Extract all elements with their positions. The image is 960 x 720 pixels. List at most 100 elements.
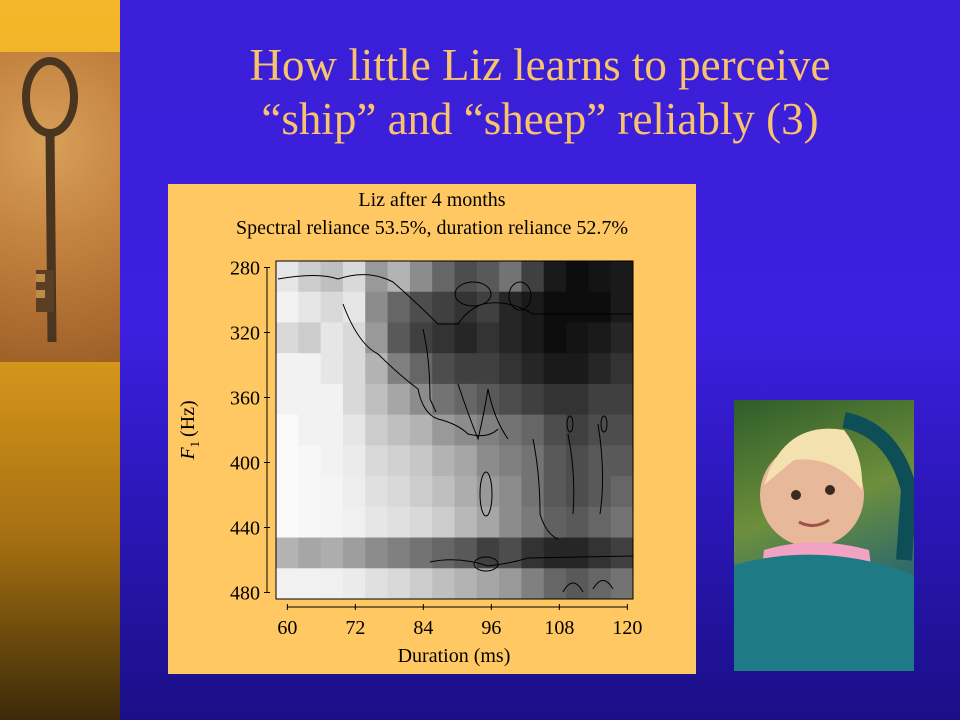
slide-title: How little Liz learns to perceive “ship”… xyxy=(150,38,930,146)
heatmap-cell xyxy=(298,476,322,508)
heatmap-cell xyxy=(499,261,522,293)
heatmap-cell xyxy=(566,291,589,323)
heatmap-cell xyxy=(499,476,522,508)
heatmap-cell xyxy=(342,506,366,539)
heatmap-cell xyxy=(320,476,344,508)
heatmap-cell xyxy=(342,537,366,569)
heatmap-cell xyxy=(610,322,634,354)
heatmap-cell xyxy=(298,414,322,446)
heatmap-cell xyxy=(365,506,389,539)
heatmap-cell xyxy=(298,537,322,569)
heatmap-cell xyxy=(543,353,567,385)
heatmap-cell xyxy=(432,291,455,323)
heatmap-cell xyxy=(476,506,500,539)
heatmap-cell xyxy=(499,445,522,477)
heatmap-cell xyxy=(610,383,634,416)
heatmap-cell xyxy=(320,261,344,293)
heatmap-cell xyxy=(610,537,634,569)
heatmap-cell xyxy=(342,414,366,446)
heatmap-cell xyxy=(588,445,612,477)
heatmap-cell xyxy=(499,414,522,446)
heatmap-cell xyxy=(365,322,389,354)
heatmap-cell xyxy=(588,568,612,600)
baby-icon xyxy=(734,412,918,671)
heatmap-cell xyxy=(566,476,589,508)
heatmap-cell xyxy=(588,291,612,323)
heatmap-cell xyxy=(320,322,344,354)
heatmap-cell xyxy=(320,506,344,539)
heatmap-cell xyxy=(387,383,411,416)
heatmap-cell xyxy=(476,353,500,385)
x-tick-label: 60 xyxy=(277,617,297,639)
heatmap-cell xyxy=(454,353,478,385)
heatmap-cell xyxy=(543,322,567,354)
heatmap-cell xyxy=(566,445,589,477)
key-icon xyxy=(22,57,78,343)
heatmap-cell xyxy=(454,383,478,416)
heatmap-cell xyxy=(476,383,500,416)
heatmap-cell xyxy=(588,322,612,354)
plot-frame xyxy=(275,260,634,600)
baby-photo xyxy=(734,400,918,671)
heatmap-cell xyxy=(298,383,322,416)
heatmap-cell xyxy=(342,261,366,293)
heatmap-cell xyxy=(276,476,299,508)
heatmap-cell xyxy=(454,476,478,508)
heatmap-cell xyxy=(588,261,612,293)
heatmap-cell xyxy=(432,261,455,293)
figure-panel: Liz after 4 months Spectral reliance 53.… xyxy=(168,184,696,674)
heatmap-cell xyxy=(432,383,455,416)
title-line-2: “ship” and “sheep” reliably (3) xyxy=(261,94,819,144)
heatmap-cell xyxy=(610,414,634,446)
heatmap-cell xyxy=(387,445,411,477)
heatmap-cell xyxy=(432,322,455,354)
heatmap-cell xyxy=(499,383,522,416)
y-axis-label-main: F xyxy=(177,447,199,461)
contour-lines xyxy=(277,274,634,593)
heatmap-cell xyxy=(432,414,455,446)
heatmap-cell xyxy=(521,445,545,477)
heatmap-cell xyxy=(521,383,545,416)
heatmap-cell xyxy=(387,261,411,293)
heatmap-cell xyxy=(320,353,344,385)
heatmap-cell xyxy=(342,445,366,477)
y-axis-label-sub: 1 xyxy=(187,441,202,448)
x-axis-label: Duration (ms) xyxy=(398,645,511,667)
heatmap-cell xyxy=(320,568,344,600)
y-tick-label: 360 xyxy=(230,388,260,410)
heatmap-cell xyxy=(298,291,322,323)
heatmap-cell xyxy=(320,537,344,569)
title-line-1: How little Liz learns to perceive xyxy=(249,40,831,90)
heatmap-cell xyxy=(387,322,411,354)
heatmap-cell xyxy=(476,291,500,323)
heatmap-cells xyxy=(276,261,634,600)
heatmap-cell xyxy=(454,537,478,569)
heatmap-cell xyxy=(543,291,567,323)
heatmap-cell xyxy=(409,261,433,293)
heatmap-cell xyxy=(298,445,322,477)
heatmap-cell xyxy=(387,537,411,569)
chart-subtitle: Spectral reliance 53.5%, duration relian… xyxy=(236,217,628,239)
heatmap-cell xyxy=(521,291,545,323)
heatmap-cell xyxy=(365,568,389,600)
y-tick-label: 400 xyxy=(230,453,260,475)
heatmap-cell xyxy=(342,476,366,508)
y-tick-label: 440 xyxy=(230,518,260,540)
heatmap-cell xyxy=(298,322,322,354)
x-tick-label: 84 xyxy=(413,617,433,639)
heatmap-cell xyxy=(409,476,433,508)
y-axis-label-unit: (Hz) xyxy=(177,400,199,437)
heatmap-cell xyxy=(454,261,478,293)
heatmap-cell xyxy=(566,414,589,446)
heatmap-cell xyxy=(499,291,522,323)
heatmap-cell xyxy=(476,537,500,569)
heatmap-cell xyxy=(409,537,433,569)
x-axis: 60 72 84 96 108 120 xyxy=(277,604,642,639)
heatmap-cell xyxy=(320,414,344,446)
heatmap-cell xyxy=(387,414,411,446)
heatmap-cell xyxy=(476,445,500,477)
heatmap-cell xyxy=(566,322,589,354)
heatmap-cell xyxy=(521,353,545,385)
heatmap-cell xyxy=(543,568,567,600)
heatmap-cell xyxy=(409,445,433,477)
